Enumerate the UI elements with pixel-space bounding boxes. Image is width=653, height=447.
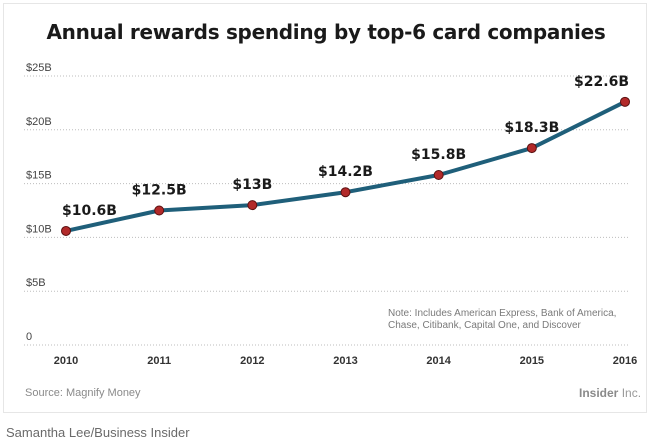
data-point [247, 200, 258, 211]
x-tick-label: 2013 [333, 355, 357, 367]
brand-logo: Insider Inc. [579, 386, 641, 400]
chart-card: Annual rewards spending by top-6 card co… [3, 3, 647, 413]
data-label: $12.5B [132, 183, 187, 199]
chart-title: Annual rewards spending by top-6 card co… [46, 20, 606, 44]
image-credit: Samantha Lee/Business Insider [6, 425, 190, 440]
data-point [61, 225, 71, 236]
data-label: $15.8B [411, 147, 466, 163]
chart-note-line: Note: Includes American Express, Bank of… [388, 308, 616, 319]
x-tick-label: 2010 [54, 355, 78, 367]
x-tick-label: 2016 [613, 355, 637, 367]
data-label: $10.6B [62, 203, 117, 219]
data-point [433, 169, 444, 180]
y-tick-label: $10B [26, 223, 52, 235]
x-tick-label: 2012 [240, 355, 264, 367]
y-tick-label: $15B [26, 170, 52, 182]
x-tick-label: 2011 [147, 355, 171, 367]
x-tick-label: 2015 [520, 355, 544, 367]
brand-name: Insider [579, 386, 619, 400]
data-label: $14.2B [318, 164, 373, 180]
data-label: $13B [232, 177, 272, 193]
data-point [526, 143, 537, 154]
data-point [620, 96, 630, 107]
chart-note-line: Chase, Citibank, Capital One, and Discov… [388, 320, 582, 331]
data-label: $22.6B [574, 74, 629, 90]
y-tick-label: $25B [26, 62, 52, 74]
source-note: Source: Magnify Money [25, 387, 141, 399]
brand-suffix: Inc. [618, 386, 642, 400]
y-tick-label: $5B [26, 277, 46, 289]
y-tick-label: 0 [26, 331, 32, 343]
x-tick-label: 2014 [426, 355, 451, 367]
data-point [340, 187, 351, 198]
y-tick-label: $20B [26, 116, 52, 128]
line-chart: 0 $5B $10B $15B $20B $25B 2010 2011 2012 2013 2014… [24, 62, 637, 367]
data-label: $18.3B [504, 120, 559, 136]
data-point [154, 205, 165, 216]
